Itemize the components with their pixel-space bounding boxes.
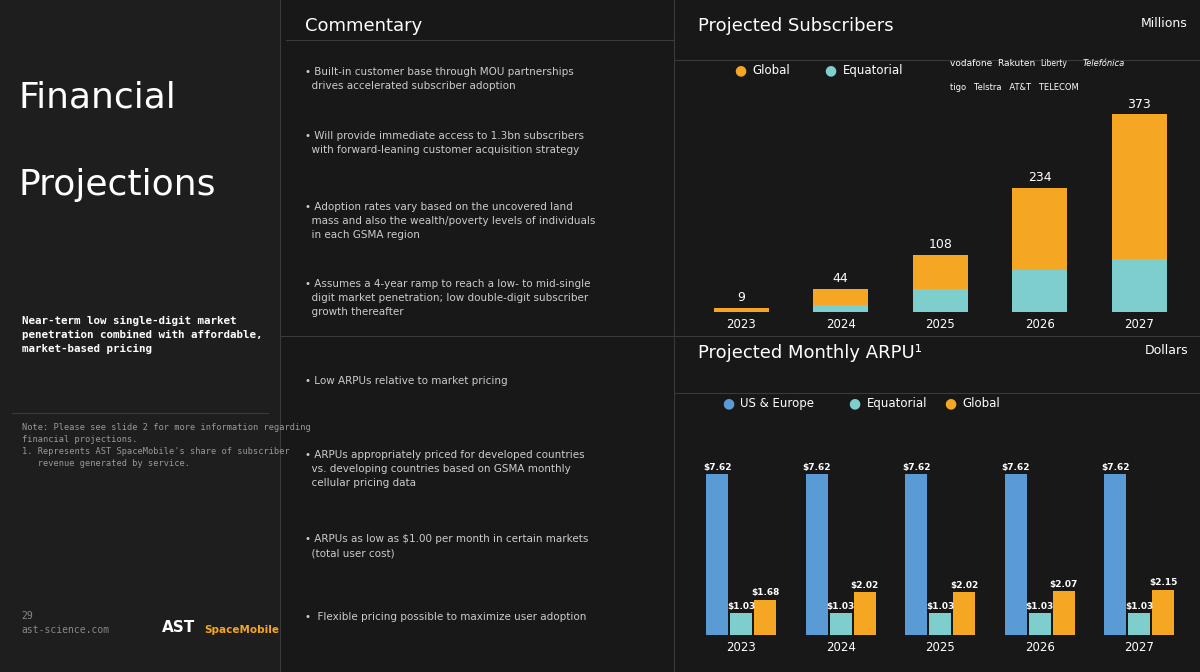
- Text: $7.62: $7.62: [902, 462, 930, 472]
- Bar: [1013, 270, 1067, 312]
- Text: ●: ●: [722, 396, 734, 410]
- Text: 108: 108: [929, 239, 952, 251]
- Text: ●: ●: [734, 64, 746, 77]
- Text: •  Flexible pricing possible to maximize user adoption: • Flexible pricing possible to maximize …: [305, 612, 587, 622]
- Text: • Assumes a 4-year ramp to reach a low- to mid-single
  digit market penetration: • Assumes a 4-year ramp to reach a low- …: [305, 279, 590, 317]
- Bar: [1128, 614, 1151, 635]
- Text: Note: Please see slide 2 for more information regarding
financial projections.
1: Note: Please see slide 2 for more inform…: [22, 423, 311, 468]
- Bar: [730, 614, 752, 635]
- Text: Dollars: Dollars: [1145, 344, 1188, 357]
- Bar: [913, 255, 967, 312]
- Text: Equatorial: Equatorial: [842, 64, 902, 77]
- Text: $1.03: $1.03: [1126, 601, 1153, 611]
- Bar: [1004, 474, 1027, 635]
- Text: tigo   Telstra   AT&T   TELECOM: tigo Telstra AT&T TELECOM: [950, 83, 1079, 92]
- Text: $7.62: $7.62: [1102, 462, 1129, 472]
- Text: 44: 44: [833, 272, 848, 286]
- Text: • Will provide immediate access to 1.3bn subscribers
  with forward-leaning cust: • Will provide immediate access to 1.3bn…: [305, 131, 584, 155]
- Text: $7.62: $7.62: [803, 462, 832, 472]
- Bar: [1028, 614, 1051, 635]
- Text: $2.15: $2.15: [1148, 578, 1177, 587]
- Bar: [853, 593, 876, 635]
- Text: vodafone  Rakuten: vodafone Rakuten: [950, 59, 1036, 69]
- Text: Commentary: Commentary: [305, 17, 422, 35]
- Text: • Built-in customer base through MOU partnerships
  drives accelerated subscribe: • Built-in customer base through MOU par…: [305, 67, 574, 91]
- Bar: [953, 593, 976, 635]
- Bar: [905, 474, 928, 635]
- Text: Global: Global: [752, 64, 790, 77]
- Text: $2.02: $2.02: [851, 581, 878, 590]
- Bar: [1112, 259, 1166, 312]
- Text: Projections: Projections: [18, 168, 216, 202]
- Text: Telefónica: Telefónica: [1082, 59, 1124, 69]
- Text: 234: 234: [1028, 171, 1051, 184]
- Bar: [707, 474, 728, 635]
- Text: Liberty: Liberty: [1040, 59, 1067, 69]
- Text: SpaceMobile: SpaceMobile: [204, 625, 278, 635]
- Text: Global: Global: [962, 396, 1000, 410]
- Text: $1.03: $1.03: [1026, 601, 1054, 611]
- Bar: [929, 614, 952, 635]
- Text: • Adoption rates vary based on the uncovered land
  mass and also the wealth/pov: • Adoption rates vary based on the uncov…: [305, 202, 595, 240]
- Text: $1.03: $1.03: [827, 601, 854, 611]
- Bar: [1104, 474, 1127, 635]
- Bar: [805, 474, 828, 635]
- Text: Projected Subscribers: Projected Subscribers: [698, 17, 894, 35]
- Text: AST: AST: [162, 620, 196, 635]
- Bar: [1152, 589, 1174, 635]
- Text: $1.68: $1.68: [751, 588, 779, 597]
- Bar: [754, 599, 776, 635]
- Text: Millions: Millions: [1141, 17, 1188, 30]
- Text: 373: 373: [1127, 97, 1151, 111]
- Text: Equatorial: Equatorial: [866, 396, 926, 410]
- Bar: [1013, 188, 1067, 312]
- Text: $1.03: $1.03: [926, 601, 954, 611]
- Bar: [714, 308, 768, 312]
- Bar: [829, 614, 852, 635]
- Text: Near-term low single-digit market
penetration combined with affordable,
market-b: Near-term low single-digit market penetr…: [22, 316, 262, 354]
- Text: • Low ARPUs relative to market pricing: • Low ARPUs relative to market pricing: [305, 376, 508, 386]
- Bar: [1052, 591, 1075, 635]
- Text: 29
ast-science.com: 29 ast-science.com: [22, 611, 109, 635]
- Bar: [814, 289, 868, 312]
- Text: 9: 9: [737, 291, 745, 304]
- Bar: [1112, 114, 1166, 312]
- Text: ●: ●: [944, 396, 956, 410]
- Text: $2.07: $2.07: [1050, 580, 1078, 589]
- Bar: [913, 288, 967, 312]
- Text: • ARPUs as low as $1.00 per month in certain markets
  (total user cost): • ARPUs as low as $1.00 per month in cer…: [305, 534, 588, 558]
- Text: $2.02: $2.02: [950, 581, 978, 590]
- Text: US & Europe: US & Europe: [740, 396, 815, 410]
- Text: Financial: Financial: [18, 81, 175, 115]
- Text: ●: ●: [824, 64, 836, 77]
- Text: Projected Monthly ARPU¹: Projected Monthly ARPU¹: [698, 344, 923, 362]
- Bar: [814, 304, 868, 312]
- Text: ●: ●: [848, 396, 860, 410]
- Text: $7.62: $7.62: [703, 462, 732, 472]
- Text: • ARPUs appropriately priced for developed countries
  vs. developing countries : • ARPUs appropriately priced for develop…: [305, 450, 584, 489]
- Text: $1.03: $1.03: [727, 601, 755, 611]
- Text: $7.62: $7.62: [1002, 462, 1030, 472]
